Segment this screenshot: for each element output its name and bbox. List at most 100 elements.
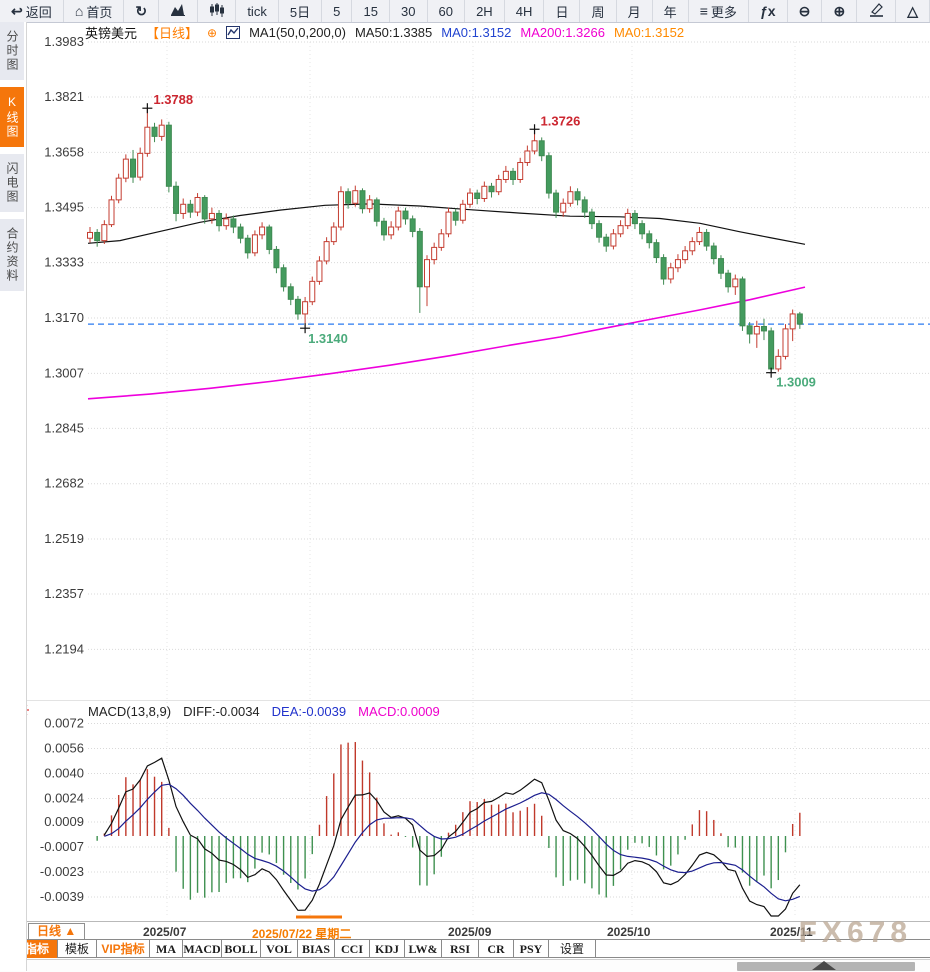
sidebar-tab-合约资料[interactable]: 合约资料: [0, 219, 24, 291]
timeframe-tick[interactable]: tick: [236, 0, 279, 22]
zoom-out-icon: ⊖: [798, 3, 811, 19]
candle-body: [452, 211, 459, 221]
candle-body: [725, 272, 732, 288]
candle-body: [431, 246, 438, 261]
candle-body: [617, 225, 624, 235]
indicator-fx-button[interactable]: ƒx: [749, 0, 788, 22]
timeframe-15[interactable]: 15: [352, 0, 390, 22]
candle-body: [495, 178, 502, 193]
sidebar-tab-分时图[interactable]: 分时图: [0, 22, 24, 80]
candle-body: [639, 223, 646, 235]
timeframe-month[interactable]: 月: [617, 0, 653, 22]
price-axis-label: 1.3658: [44, 144, 84, 159]
x-axis-label: 2025/10: [607, 925, 651, 939]
candle-body: [323, 241, 330, 262]
candle-body: [696, 231, 703, 243]
candle-body: [309, 280, 316, 303]
candle-body: [294, 298, 301, 315]
menu-icon: ≡: [699, 3, 708, 19]
more-button[interactable]: ≡ 更多: [689, 0, 749, 22]
indicator-tab-模板[interactable]: 模板: [58, 940, 97, 958]
ma50-value: MA50:1.3385: [354, 25, 433, 40]
refresh-button[interactable]: ↻: [124, 0, 160, 22]
back-button[interactable]: ↩ 返回: [0, 0, 64, 22]
period-label[interactable]: 【日线】: [146, 26, 199, 41]
timeframe-2h[interactable]: 2H: [465, 0, 505, 22]
candle-body: [459, 203, 466, 221]
symbol-name: 英镑美元: [85, 26, 138, 41]
indicator-tab-KDJ[interactable]: KDJ: [370, 940, 405, 958]
candle-body: [438, 233, 445, 248]
zoom-in-button[interactable]: ⊕: [822, 0, 858, 22]
macd-axis-label: 0.0056: [44, 741, 84, 756]
candle-body: [137, 152, 144, 178]
price-axis-label: 1.3333: [44, 255, 84, 270]
candle-body: [402, 210, 409, 220]
selected-date-label: 2025/07/22 星期二: [252, 927, 352, 941]
add-indicator-icon[interactable]: ⊕: [207, 25, 218, 40]
sidebar-tab-K线图[interactable]: K线图: [0, 87, 24, 147]
timeframe-5d[interactable]: 5日: [279, 0, 323, 22]
candle-chart-button[interactable]: [198, 0, 237, 22]
macd-diff-value: DIFF:-0.0034: [183, 704, 260, 719]
candle-body: [165, 124, 172, 187]
timeframe-5[interactable]: 5: [322, 0, 353, 22]
indicator-tab-CCI[interactable]: CCI: [335, 940, 370, 958]
candle-body: [208, 212, 215, 220]
timeframe-30[interactable]: 30: [390, 0, 428, 22]
indicator-tab-LW&[interactable]: LW&: [405, 940, 442, 958]
timeframe-day[interactable]: 日: [544, 0, 581, 22]
price-annotation: 1.3140: [308, 331, 348, 346]
candle-body: [266, 226, 273, 250]
indicator-tab-BOLL[interactable]: BOLL: [222, 940, 261, 958]
zoom-out-button[interactable]: ⊖: [788, 0, 823, 22]
candle-body: [416, 230, 423, 288]
indicator-tab-RSI[interactable]: RSI: [442, 940, 479, 958]
toolbar-item-label: 30: [401, 3, 416, 19]
ma-chart-icon[interactable]: [226, 26, 241, 39]
price-annotation: 1.3009: [776, 375, 816, 390]
timeframe-week[interactable]: 周: [580, 0, 617, 22]
period-selector[interactable]: 日线 ▲: [28, 923, 86, 940]
candle-body: [545, 155, 552, 194]
indicator-tab-MACD[interactable]: MACD: [183, 940, 222, 958]
candle-body: [445, 211, 452, 235]
home-button[interactable]: ⌂ 首页: [64, 0, 125, 22]
candle-body: [122, 158, 129, 179]
candle-body: [237, 226, 244, 239]
timeframe-year[interactable]: 年: [653, 0, 689, 22]
indicator-tab-VOL[interactable]: VOL: [261, 940, 298, 958]
refresh-icon: ↻: [135, 3, 148, 19]
indicator-tab-设置[interactable]: 设置: [549, 940, 596, 958]
sidebar-tab-闪电图[interactable]: 闪电图: [0, 154, 24, 212]
top-toolbar: ↩ 返回 ⌂ 首页 ↻ tick 5日 5 15 30 60 2H 4H 日周月年 ≡ 更多 ƒx ⊖ ⊕ △: [0, 0, 930, 23]
shape-button[interactable]: △: [896, 0, 930, 22]
candle-body: [130, 158, 137, 178]
indicator-tab-MA[interactable]: MA: [150, 940, 183, 958]
chart-type-sidebar: 分时图 K线图闪电图合约资料: [0, 22, 27, 971]
ma50-line: [87, 203, 806, 245]
indicator-tab-PSY[interactable]: PSY: [514, 940, 549, 958]
toolbar-item-label: 5日: [289, 4, 311, 20]
timeframe-60[interactable]: 60: [428, 0, 466, 22]
candle-body: [603, 236, 610, 247]
macd-axis-label: 0.0040: [44, 766, 84, 781]
toolbar-item-label: 返回: [25, 4, 52, 20]
macd-axis-label: -0.0039: [40, 889, 84, 904]
candle-body: [717, 258, 724, 274]
indicator-tab-VIP指标[interactable]: VIP指标: [97, 940, 150, 958]
timeframe-4h[interactable]: 4H: [505, 0, 545, 22]
toolbar-item-label: 首页: [86, 4, 113, 20]
draw-button[interactable]: [857, 0, 897, 22]
toolbar-item-label: 日: [555, 4, 569, 20]
price-annotation: 1.3788: [153, 92, 193, 107]
pencil-icon: [868, 2, 884, 20]
candle-body: [259, 226, 266, 236]
candle-body: [732, 278, 739, 288]
fx-icon: ƒx: [760, 3, 776, 19]
indicator-tab-BIAS[interactable]: BIAS: [298, 940, 335, 958]
indicator-tab-CR[interactable]: CR: [479, 940, 514, 958]
area-chart-button[interactable]: [159, 0, 199, 22]
expand-panel-arrow[interactable]: [812, 961, 836, 970]
